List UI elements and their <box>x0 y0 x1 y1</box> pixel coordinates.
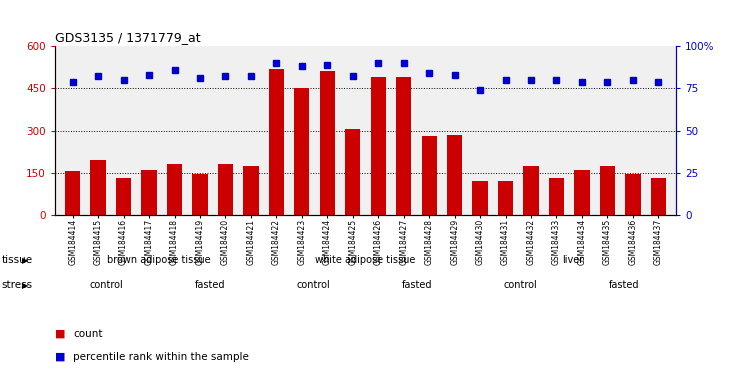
Bar <box>269 69 284 215</box>
Text: ■: ■ <box>55 352 65 362</box>
Text: ▶: ▶ <box>22 281 29 290</box>
Text: control: control <box>504 280 538 290</box>
Text: tissue: tissue <box>1 255 33 265</box>
Bar <box>472 181 488 215</box>
Text: control: control <box>297 280 330 290</box>
Bar <box>498 181 513 215</box>
Bar <box>396 77 412 215</box>
Bar <box>651 179 666 215</box>
Bar <box>218 164 233 215</box>
Bar <box>447 135 462 215</box>
Bar <box>65 171 80 215</box>
Bar <box>91 160 106 215</box>
Bar <box>319 71 335 215</box>
Bar <box>167 164 182 215</box>
Bar <box>549 179 564 215</box>
Bar <box>116 179 132 215</box>
Text: control: control <box>90 280 124 290</box>
Text: count: count <box>73 329 102 339</box>
Bar <box>243 166 259 215</box>
Bar <box>575 170 590 215</box>
Bar <box>422 136 437 215</box>
Text: percentile rank within the sample: percentile rank within the sample <box>73 352 249 362</box>
Text: stress: stress <box>1 280 33 290</box>
Text: brown adipose tissue: brown adipose tissue <box>107 255 211 265</box>
Bar <box>599 166 615 215</box>
Text: fasted: fasted <box>402 280 433 290</box>
Bar <box>625 174 640 215</box>
Bar <box>345 129 360 215</box>
Text: ■: ■ <box>55 329 65 339</box>
Bar <box>192 174 208 215</box>
Text: fasted: fasted <box>195 280 225 290</box>
Bar <box>141 170 156 215</box>
Text: liver: liver <box>562 255 583 265</box>
Bar <box>294 88 309 215</box>
Bar <box>523 166 539 215</box>
Text: fasted: fasted <box>609 280 640 290</box>
Text: white adipose tissue: white adipose tissue <box>315 255 416 265</box>
Text: ▶: ▶ <box>22 256 29 265</box>
Bar <box>371 77 386 215</box>
Text: GDS3135 / 1371779_at: GDS3135 / 1371779_at <box>55 31 200 44</box>
